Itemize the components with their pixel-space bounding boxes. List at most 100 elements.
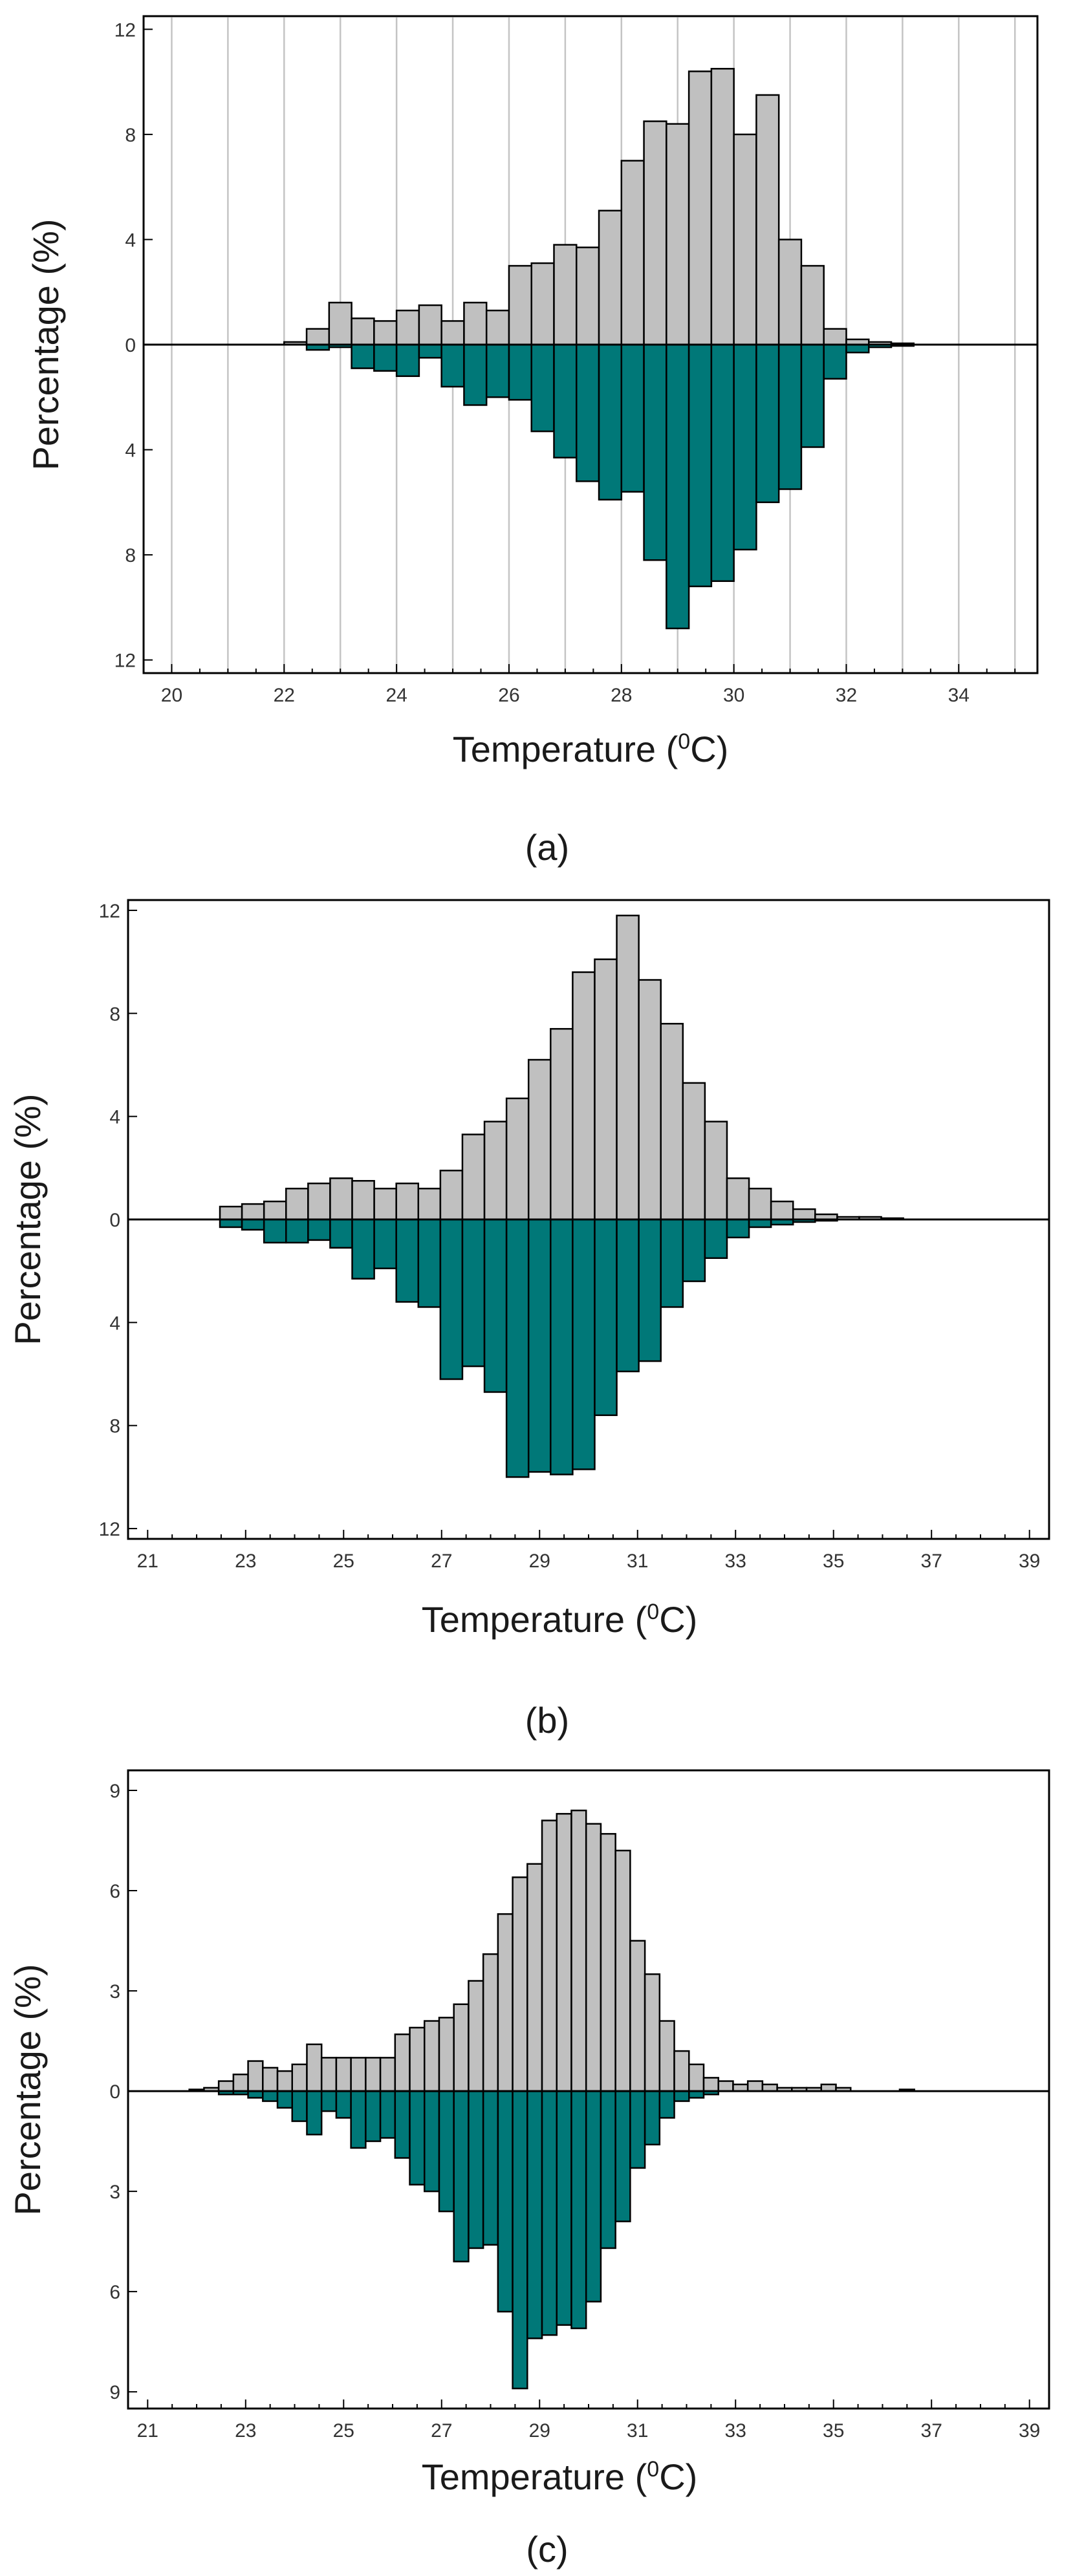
lower-bar-c — [526, 2090, 543, 2339]
upper-bar-c — [585, 1823, 602, 2092]
upper-bar-c — [306, 2043, 323, 2092]
lower-bar-c — [453, 2090, 470, 2262]
x-tick-label-c: 35 — [823, 2420, 844, 2442]
upper-bar-c — [482, 1953, 499, 2092]
upper-bar-b — [660, 1022, 684, 1221]
x-tick-label-a: 30 — [723, 685, 744, 706]
upper-bar-b — [527, 1058, 552, 1221]
lower-bar-c — [276, 2090, 293, 2109]
x-tick-label-a: 28 — [611, 685, 632, 706]
lower-bar-a — [440, 343, 465, 388]
lower-bar-c — [497, 2090, 514, 2313]
lower-bar-c — [424, 2090, 440, 2193]
x-tick-label-c: 37 — [921, 2420, 942, 2442]
upper-bar-b — [329, 1177, 353, 1221]
lower-bar-b — [219, 1218, 243, 1229]
upper-bar-c — [614, 1849, 631, 2092]
lower-bar-a — [553, 343, 578, 459]
upper-bar-a — [395, 309, 420, 346]
upper-bar-a — [733, 133, 757, 346]
y-tick-label-b: 0 — [109, 1210, 120, 1231]
lower-bar-c — [409, 2090, 426, 2186]
y-tick-label-a: 4 — [125, 230, 136, 251]
upper-bar-c — [262, 2066, 279, 2092]
panel-caption-b: (b) — [525, 1700, 569, 1741]
upper-bar-c — [424, 2020, 440, 2092]
lower-bar-a — [351, 343, 375, 369]
upper-bar-a — [553, 244, 578, 346]
x-tick-label-a: 32 — [836, 685, 857, 706]
lower-bar-c — [688, 2090, 705, 2099]
y-axis-title: Percentage (%) — [7, 1093, 48, 1345]
lower-bar-c — [335, 2090, 352, 2119]
panel-caption-c: (c) — [526, 2529, 568, 2570]
y-axis-title: Percentage (%) — [7, 1964, 48, 2215]
upper-bar-b — [616, 914, 640, 1221]
lower-bar-a — [688, 343, 713, 588]
y-tick-label-a: 12 — [114, 19, 136, 41]
upper-bar-b — [638, 979, 662, 1221]
upper-bar-a — [508, 264, 532, 346]
lower-bar-b — [748, 1218, 772, 1229]
x-axis-title-superscript: 0 — [647, 1600, 659, 1624]
lower-bar-c — [320, 2090, 338, 2112]
x-tick-label-b: 21 — [137, 1551, 158, 1572]
lower-bar-c — [614, 2090, 631, 2222]
lower-bar-b — [285, 1218, 309, 1244]
panel-a: 12 8 4 0 4 8 12 20 22 24 26 28 30 32 34 Percentage (%)… — [25, 15, 1039, 868]
upper-bar-b — [682, 1082, 706, 1221]
upper-bar-b — [505, 1097, 530, 1221]
lower-bar-c — [644, 2090, 661, 2146]
x-tick-label-b: 29 — [529, 1551, 550, 1572]
upper-bar-b — [726, 1177, 750, 1221]
lower-bar-c — [365, 2090, 382, 2142]
upper-bar-a — [351, 317, 375, 346]
x-axis-title-end: C) — [690, 729, 728, 769]
lower-bar-c — [247, 2090, 264, 2099]
ticks-b — [128, 909, 1030, 1539]
x-axis-title: Temperature (0C) — [422, 1599, 698, 1640]
upper-bar-a — [666, 123, 690, 346]
upper-bar-a — [755, 94, 780, 346]
upper-bar-b — [594, 958, 618, 1221]
x-axis-title-superscript: 0 — [647, 2457, 659, 2482]
upper-bar-a — [418, 304, 442, 346]
tick-labels-a: 12 8 4 0 4 8 12 20 22 24 26 28 30 32 34 — [114, 19, 970, 706]
lower-bar-b — [307, 1218, 331, 1241]
lower-bar-b — [660, 1218, 684, 1308]
upper-bar-b — [263, 1200, 287, 1221]
ticks-c — [128, 1790, 1030, 2409]
x-tick-label-c: 25 — [333, 2420, 354, 2442]
upper-bar-c — [409, 2026, 426, 2092]
upper-bar-c — [217, 2080, 235, 2092]
lower-bar-b — [704, 1218, 728, 1260]
x-tick-label-a: 20 — [161, 685, 182, 706]
lower-bar-a — [373, 343, 398, 372]
y-tick-label-b: 12 — [99, 901, 120, 922]
x-tick-label-c: 23 — [235, 2420, 256, 2442]
upper-bar-c — [688, 2063, 705, 2092]
lower-bar-c — [585, 2090, 602, 2302]
y-tick-label-b: 12 — [99, 1519, 120, 1540]
lower-bar-c — [291, 2090, 308, 2122]
upper-bar-c — [365, 2057, 382, 2092]
upper-bar-c — [702, 2077, 719, 2092]
upper-bar-c — [600, 1832, 616, 2092]
lower-bar-b — [505, 1218, 530, 1478]
x-tick-label-b: 23 — [235, 1551, 256, 1572]
x-tick-label-a: 24 — [385, 685, 407, 706]
upper-bar-a — [440, 320, 465, 346]
lower-bar-c — [438, 2090, 455, 2213]
upper-bar-c — [629, 1940, 646, 2092]
lower-bar-b — [572, 1218, 596, 1470]
upper-bar-c — [232, 2073, 249, 2092]
upper-bar-c — [394, 2033, 411, 2092]
lower-bar-a — [395, 343, 420, 378]
upper-bar-b — [483, 1121, 508, 1221]
x-tick-label-a: 26 — [498, 685, 519, 706]
y-tick-label-a: 8 — [125, 545, 136, 566]
x-tick-label-b: 31 — [627, 1551, 648, 1572]
y-tick-label-c: 3 — [109, 1981, 120, 2002]
upper-bar-a — [530, 262, 555, 346]
